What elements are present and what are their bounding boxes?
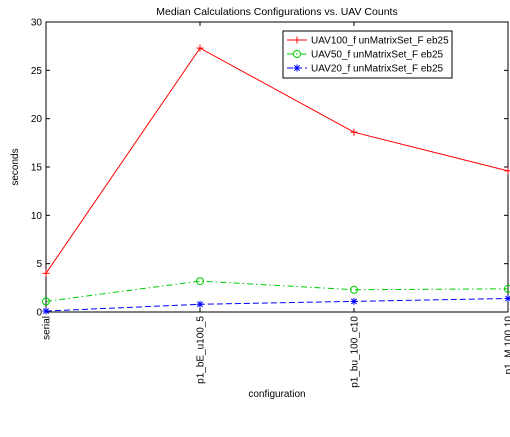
series-2-point [351,298,358,305]
y-tick-label: 10 [31,211,43,222]
legend-label: UAV100_f unMatrixSet_F eb25 [311,36,449,47]
legend-label: UAV50_f unMatrixSet_F eb25 [311,50,444,61]
chart-title: Median Calculations Configurations vs. U… [156,6,397,18]
legend-label: UAV20_f unMatrixSet_F eb25 [311,64,444,75]
x-tick-label: serial [42,316,53,340]
y-tick-label: 25 [31,66,43,77]
series-2-point [43,308,50,315]
y-axis-label: seconds [10,148,21,185]
legend-item: UAV50_f unMatrixSet_F eb25 [287,50,444,61]
x-tick-label: p1_bu_100_c10 [350,316,361,388]
y-tick-label: 20 [31,114,43,125]
legend-item: UAV20_f unMatrixSet_F eb25 [287,64,444,75]
y-tick-label: 5 [36,259,42,270]
legend-swatch-marker [294,65,301,72]
y-tick-label: 15 [31,163,43,174]
x-tick-label: p1_M 100 10 [504,316,510,375]
y-tick-label: 30 [31,18,43,29]
x-tick-label: p1_bE_u100_5 [196,316,207,384]
series-2-point [197,301,204,308]
legend: UAV100_f unMatrixSet_F eb25 UAV50_f unMat… [283,31,452,78]
x-axis-label: configuration [248,389,305,400]
legend-item: UAV100_f unMatrixSet_F eb25 [287,36,449,47]
